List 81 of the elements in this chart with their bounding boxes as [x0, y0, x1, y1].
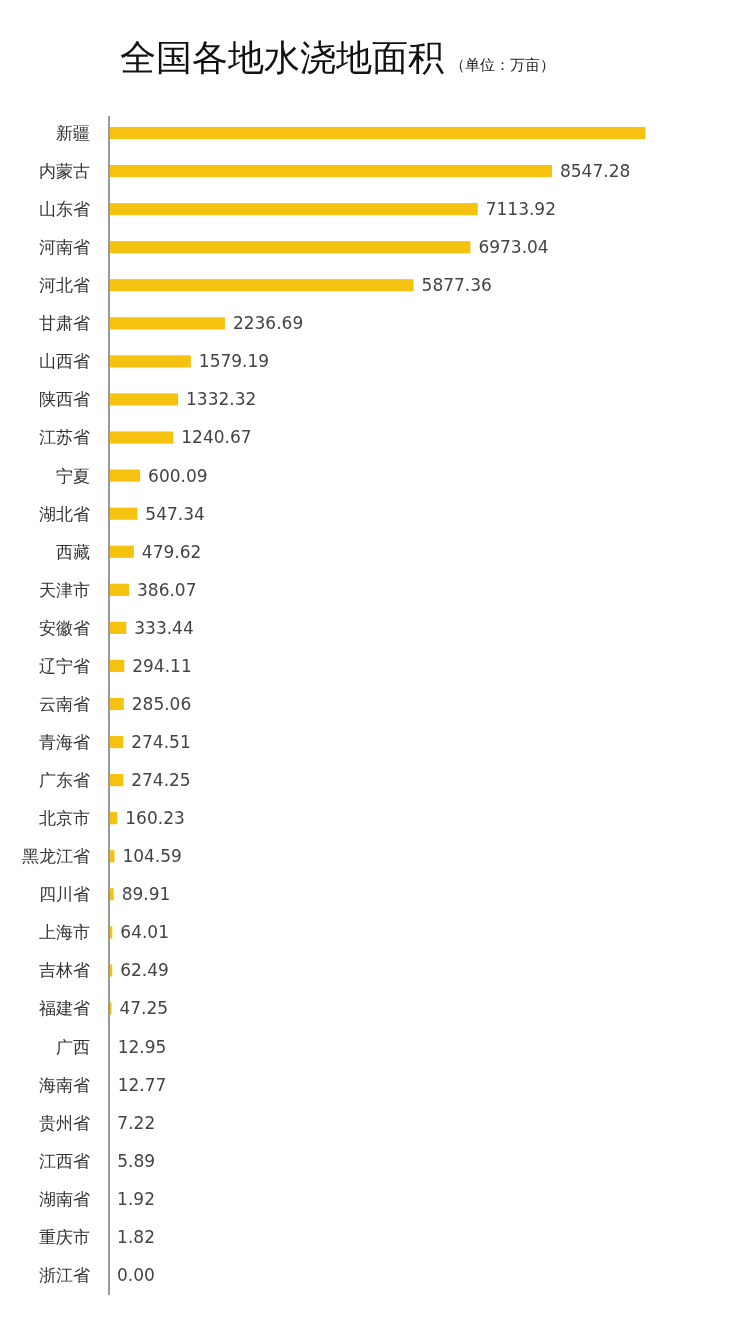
data-label: 7.22 [117, 1112, 156, 1133]
data-label: 89.91 [121, 884, 171, 905]
bar [109, 621, 127, 634]
y-tick-label: 安徽省 [39, 617, 90, 638]
bar [109, 469, 141, 482]
y-tick-label: 宁夏 [56, 465, 90, 486]
y-tick-label: 山西省 [39, 351, 90, 372]
data-label: 47.25 [119, 998, 169, 1019]
data-label: 333.44 [134, 617, 194, 638]
chart-subtitle: （单位：万亩） [450, 56, 555, 74]
y-tick-label: 海南省 [39, 1074, 90, 1095]
bar [109, 126, 646, 140]
data-label: 7113.92 [485, 199, 557, 220]
data-label: 274.25 [131, 770, 191, 791]
y-tick-label: 四川省 [39, 884, 90, 905]
bar [109, 659, 125, 673]
y-tick-label: 陕西省 [39, 389, 90, 410]
data-label: 5877.36 [421, 275, 492, 296]
data-label: 1.92 [117, 1188, 155, 1209]
y-tick-label: 上海市 [39, 922, 90, 943]
y-tick-label: 贵州省 [39, 1112, 90, 1133]
data-label: 600.09 [148, 465, 208, 486]
data-label: 479.62 [141, 541, 202, 562]
bar [109, 165, 552, 178]
y-tick-label: 浙江省 [39, 1264, 90, 1285]
data-label: 274.51 [131, 732, 191, 753]
bar [109, 735, 124, 749]
y-tick-label: 北京市 [39, 808, 90, 829]
data-label: 386.07 [137, 579, 197, 600]
y-tick-label: 福建省 [39, 998, 90, 1019]
bar [109, 355, 191, 368]
data-label: 12.77 [117, 1074, 167, 1095]
y-tick-label: 江苏省 [39, 427, 90, 448]
bar [109, 545, 134, 558]
data-label: 64.01 [120, 922, 169, 943]
bar [109, 317, 225, 330]
data-label: 104.59 [122, 846, 182, 867]
y-tick-label: 广西 [56, 1036, 90, 1057]
data-label: 1332.32 [186, 389, 257, 410]
data-label: 8547.28 [559, 161, 631, 182]
y-tick-label: 云南省 [39, 693, 90, 714]
chart-title: 全国各地水浇地面积 [120, 37, 444, 78]
y-tick-label: 山东省 [39, 199, 90, 220]
bar [109, 393, 179, 406]
y-tick-label: 甘肃省 [39, 313, 90, 334]
bar [109, 697, 124, 711]
data-label: 285.06 [131, 693, 192, 714]
bar [109, 431, 174, 444]
data-label: 1.82 [117, 1226, 155, 1247]
y-tick-label: 吉林省 [39, 960, 90, 981]
y-tick-label: 重庆市 [39, 1226, 90, 1247]
bar [109, 583, 130, 596]
bar [109, 203, 478, 216]
data-label: 547.34 [145, 503, 205, 524]
y-tick-label: 新疆 [56, 122, 90, 143]
y-tick-label: 内蒙古 [39, 161, 90, 182]
bar [109, 774, 124, 787]
y-tick-label: 河南省 [39, 237, 90, 258]
data-label: 5.89 [117, 1150, 156, 1171]
y-tick-label: 广东省 [39, 770, 90, 791]
data-label: 0.00 [117, 1264, 155, 1285]
y-tick-label: 黑龙江省 [22, 846, 90, 867]
y-tick-label: 辽宁省 [39, 655, 90, 676]
y-tick-label: 河北省 [39, 275, 90, 296]
data-label: 294.11 [132, 655, 192, 676]
data-label: 6973.04 [478, 237, 549, 258]
bar [109, 279, 414, 292]
data-label: 160.23 [125, 808, 185, 829]
data-label: 62.49 [120, 960, 169, 981]
y-tick-label: 湖南省 [39, 1188, 90, 1209]
data-label: 1579.19 [198, 351, 270, 372]
data-label: 2236.69 [232, 313, 304, 334]
y-tick-label: 湖北省 [39, 503, 90, 524]
y-tick-label: 江西省 [39, 1150, 90, 1171]
y-tick-label: 青海省 [39, 732, 90, 753]
y-tick-label: 天津市 [39, 579, 90, 600]
data-label: 12.95 [117, 1036, 167, 1057]
bar [109, 241, 471, 254]
y-tick-label: 西藏 [56, 541, 90, 562]
data-label: 1240.67 [181, 427, 252, 448]
bar [109, 507, 138, 520]
